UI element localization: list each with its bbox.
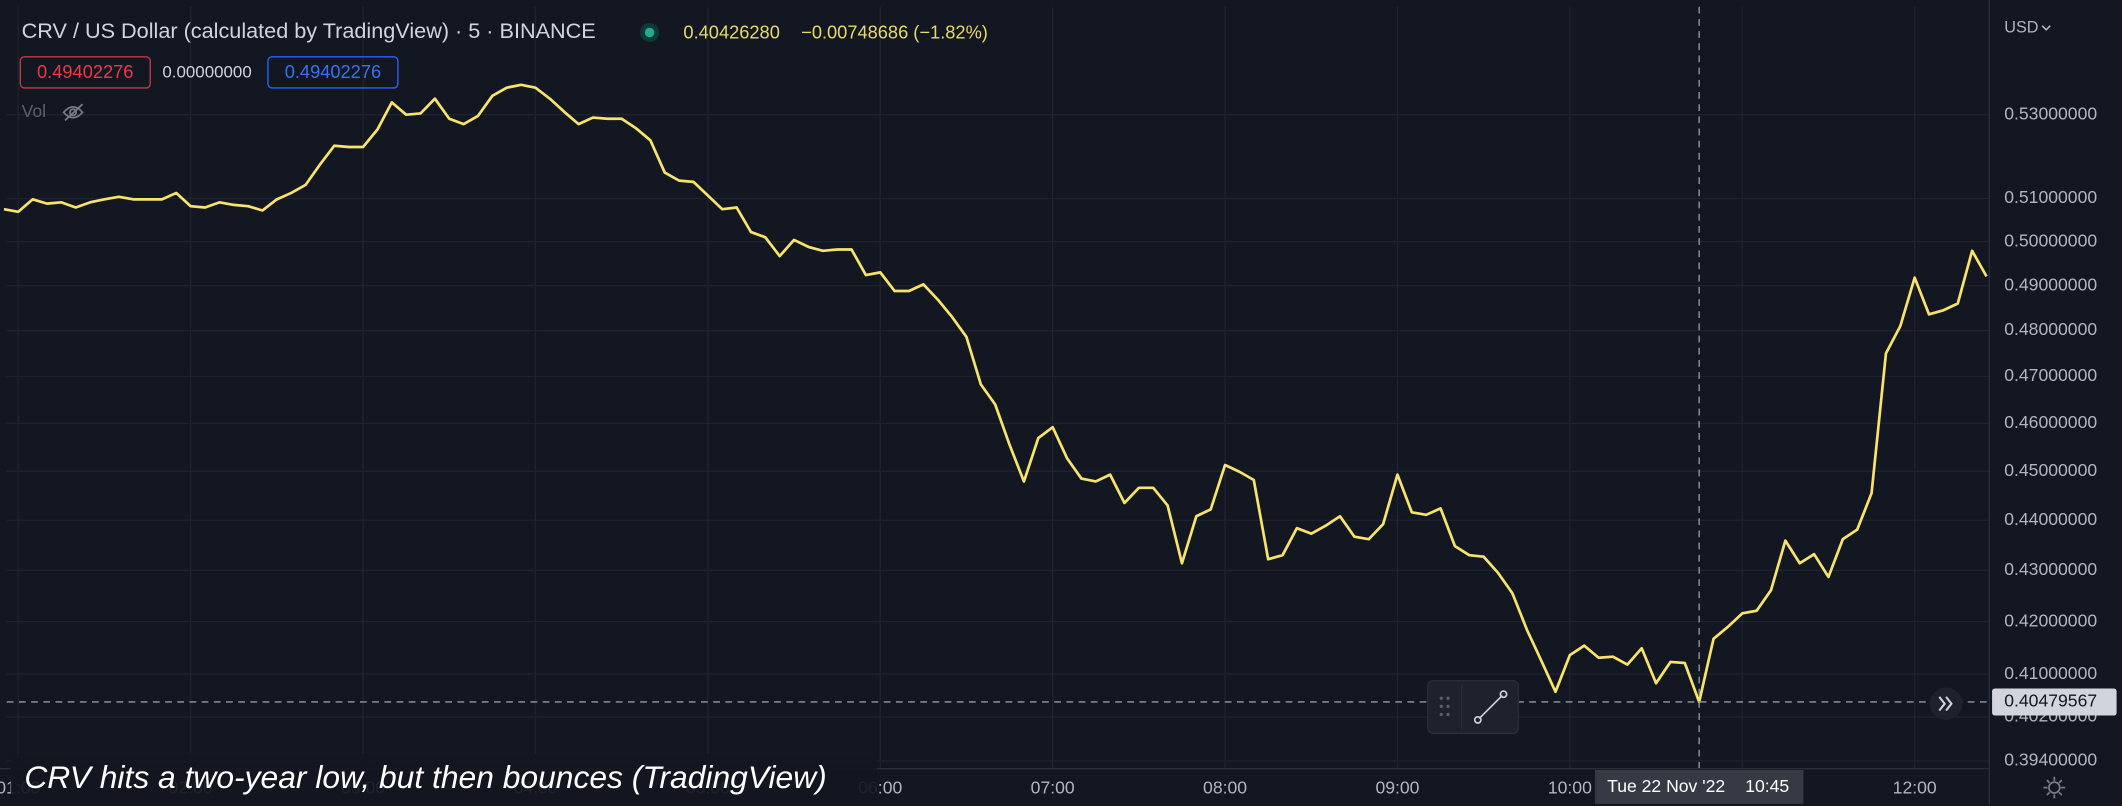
crosshair-time: 10:45: [1745, 776, 1789, 796]
legend-value: 0.49402276: [285, 61, 381, 82]
grip-dot: [1439, 712, 1443, 717]
volume-label: Vol: [22, 101, 46, 121]
tool-line: [1478, 695, 1503, 720]
toolbar-grip: [1439, 696, 1450, 717]
gear-hub: [2048, 781, 2061, 794]
legend-value: 0.49402276: [37, 61, 133, 82]
scroll-chevrons: [1938, 696, 1953, 712]
currency-chevron: [2041, 25, 2051, 31]
eye-pupil: [69, 108, 78, 117]
marks: [3, 6, 1990, 769]
y-tick-label: 0.51000000: [2004, 187, 2097, 207]
crosshair-date: Tue 22 Nov '22: [1607, 776, 1725, 796]
grip-dot: [1446, 696, 1450, 700]
y-tick-label: 0.45000000: [2004, 460, 2097, 480]
y-tick-label: 0.47000000: [2004, 365, 2097, 385]
gear-teeth: [2043, 776, 2066, 799]
y-tick-label: 0.53000000: [2004, 103, 2097, 123]
symbol-title: CRV / US Dollar (calculated by TradingVi…: [22, 18, 596, 43]
eye-slash: [64, 103, 84, 122]
caption: CRV hits a two-year low, but then bounce…: [24, 759, 826, 795]
price-line: [3, 83, 1988, 704]
y-tick-label: 0.41000000: [2004, 663, 2097, 683]
y-tick-label: 0.42000000: [2004, 610, 2097, 630]
y-tick-label: 0.48000000: [2004, 319, 2097, 339]
status-dot: [644, 27, 655, 38]
eye-off-icon[interactable]: [62, 103, 84, 122]
settings-icon[interactable]: [2043, 776, 2066, 799]
y-tick-label: 0.50000000: [2004, 230, 2097, 250]
grip-dot: [1439, 696, 1443, 700]
x-tick-label: 10:00: [1548, 778, 1592, 798]
y-tick-label: 0.44000000: [2004, 509, 2097, 529]
last-price: 0.40426280: [683, 22, 779, 43]
caption-box: [10, 753, 877, 804]
currency-label[interactable]: USD: [2004, 19, 2038, 37]
trend-line-tool[interactable]: [1473, 690, 1508, 724]
legend-value: 0.00000000: [162, 63, 251, 82]
tool-handle: [1499, 690, 1508, 699]
legend-box: [267, 56, 399, 89]
x-tick-label: 08:00: [1203, 778, 1247, 798]
x-tick-label: 07:00: [1031, 778, 1075, 798]
price-change: −0.00748686 (−1.82%): [801, 22, 988, 43]
y-tick-label: 0.39400000: [2004, 750, 2097, 770]
x-tick-label: 09:00: [1375, 778, 1419, 798]
y-tick-label: 0.43000000: [2004, 559, 2097, 579]
grid: [6, 6, 1990, 769]
y-tick-label: 0.46000000: [2004, 412, 2097, 432]
drawing-toolbar[interactable]: [1427, 680, 1520, 735]
x-tick-label: 12:00: [1893, 778, 1937, 798]
y-tick-label: 0.49000000: [2004, 274, 2097, 294]
crosshair-price-box: [1992, 688, 2117, 716]
grip-dot: [1446, 712, 1450, 717]
grip-dot: [1446, 704, 1450, 709]
crosshair-price: 0.40479567: [2004, 691, 2097, 711]
tool-handle: [1473, 716, 1482, 724]
crosshair-time-box: [1594, 770, 1804, 804]
legend-box: [19, 56, 151, 89]
grip-dot: [1439, 704, 1443, 709]
scroll-button[interactable]: [1929, 687, 1963, 720]
